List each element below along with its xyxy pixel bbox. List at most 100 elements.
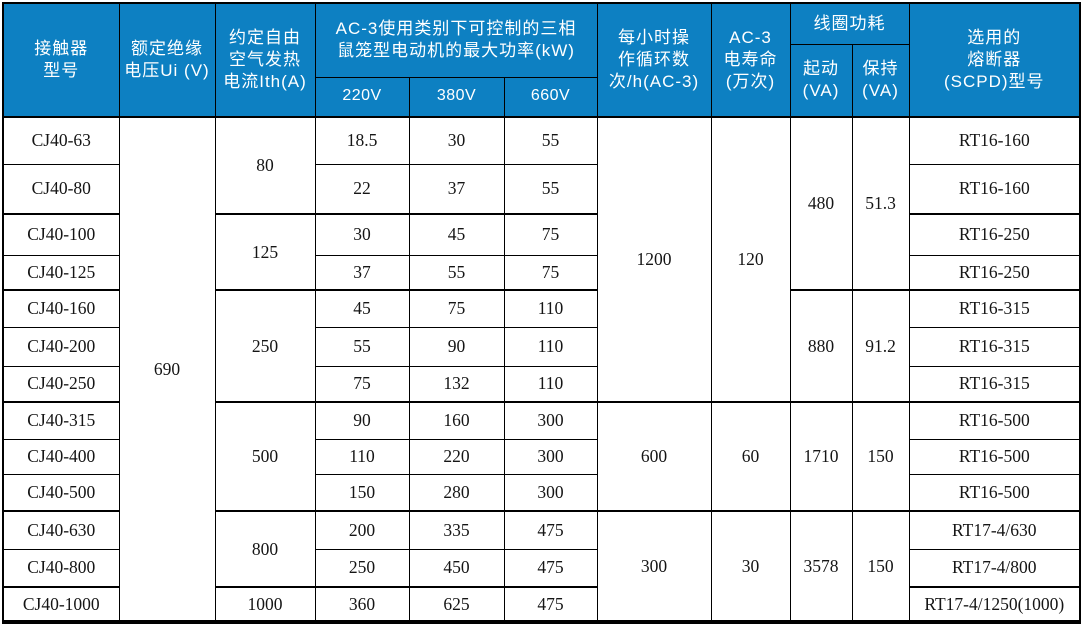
power-660-cell: 55 [503,116,598,165]
header-coil-group: 线圈功耗 [789,2,910,45]
power-220-cell: 37 [314,254,410,291]
power-380-cell: 37 [408,163,505,215]
model-cell: CJ40-125 [2,254,120,291]
header-fuse: 选用的 熔断器 (SCPD)型号 [908,2,1081,118]
power-220-cell: 150 [314,473,410,512]
model-cell: CJ40-630 [2,510,120,550]
power-380-cell: 90 [408,326,505,367]
power-380-cell: 625 [408,586,505,623]
coil-start-cell: 1710 [789,401,853,512]
model-cell: CJ40-100 [2,213,120,256]
power-660-cell: 475 [503,586,598,623]
power-220-cell: 55 [314,326,410,367]
fuse-cell: RT16-160 [908,116,1081,165]
model-cell: CJ40-1000 [2,586,120,623]
header-thermal-current: 约定自由 空气发热 电流Ith(A) [214,2,316,118]
fuse-cell: RT17-4/800 [908,548,1081,588]
fuse-cell: RT16-500 [908,473,1081,512]
coil-hold-cell: 150 [851,401,910,512]
fuse-cell: RT16-250 [908,254,1081,291]
power-380-cell: 450 [408,548,505,588]
coil-hold-cell: 51.3 [851,116,910,291]
header-cycles-per-hour: 每小时操 作循环数 次/h(AC-3) [596,2,712,118]
model-cell: CJ40-80 [2,163,120,215]
coil-hold-cell: 150 [851,510,910,623]
power-660-cell: 110 [503,289,598,328]
coil-start-cell: 3578 [789,510,853,623]
power-220-cell: 360 [314,586,410,623]
header-electrical-life: AC-3 电寿命 (万次) [710,2,791,118]
fuse-cell: RT16-315 [908,365,1081,403]
power-660-cell: 110 [503,365,598,403]
cycles-cell: 600 [596,401,712,512]
power-660-cell: 55 [503,163,598,215]
fuse-cell: RT16-160 [908,163,1081,215]
fuse-cell: RT17-4/630 [908,510,1081,550]
fuse-cell: RT16-500 [908,401,1081,440]
model-cell: CJ40-200 [2,326,120,367]
table-row: CJ40-63 690 80 18.5 30 55 1200 120 480 5… [2,116,1081,623]
power-380-cell: 160 [408,401,505,440]
model-cell: CJ40-250 [2,365,120,403]
table-row: CJ40-400 110 220 300 RT16-500 [2,438,1081,475]
header-220v: 220V [314,76,410,118]
cycles-cell: 300 [596,510,712,623]
table-body: CJ40-63 690 80 18.5 30 55 1200 120 480 5… [2,116,1081,623]
power-380-cell: 55 [408,254,505,291]
power-660-cell: 475 [503,548,598,588]
table-row: CJ40-100 125 30 45 75 RT16-250 [2,213,1081,291]
thermal-current-cell: 500 [214,401,316,512]
power-220-cell: 75 [314,365,410,403]
power-660-cell: 75 [503,254,598,291]
thermal-current-cell: 1000 [214,586,316,623]
thermal-current-cell: 125 [214,213,316,291]
power-220-cell: 200 [314,510,410,550]
fuse-cell: RT16-250 [908,213,1081,256]
life-cell: 60 [710,401,791,512]
power-220-cell: 45 [314,289,410,328]
power-220-cell: 18.5 [314,116,410,165]
model-cell: CJ40-500 [2,473,120,512]
fuse-cell: RT16-315 [908,326,1081,367]
power-220-cell: 90 [314,401,410,440]
header-model: 接触器 型号 [2,2,120,118]
table-row: CJ40-80 22 37 55 RT16-160 [2,163,1081,215]
insulation-voltage-cell: 690 [118,116,216,623]
power-220-cell: 110 [314,438,410,475]
power-380-cell: 45 [408,213,505,256]
coil-start-cell: 880 [789,289,853,403]
fuse-cell: RT16-315 [908,289,1081,328]
coil-start-cell: 480 [789,116,853,291]
coil-hold-cell: 91.2 [851,289,910,403]
table-row: CJ40-160 250 45 75 110 880 91.2 RT16-315 [2,289,1081,403]
table-header: 接触器 型号 额定绝缘 电压Ui (V) 约定自由 空气发热 电流Ith(A) … [2,2,1081,118]
table-row: CJ40-200 55 90 110 RT16-315 [2,326,1081,367]
header-kw-group: AC-3使用类别下可控制的三相 鼠笼型电动机的最大功率(kW) [314,2,598,78]
power-220-cell: 22 [314,163,410,215]
power-380-cell: 335 [408,510,505,550]
power-660-cell: 75 [503,213,598,256]
fuse-cell: RT16-500 [908,438,1081,475]
model-cell: CJ40-63 [2,116,120,165]
life-cell: 120 [710,116,791,403]
life-cell: 30 [710,510,791,623]
model-cell: CJ40-800 [2,548,120,588]
power-660-cell: 300 [503,438,598,475]
power-380-cell: 220 [408,438,505,475]
header-coil-hold: 保持 (VA) [851,43,910,118]
table-row: CJ40-315 500 90 160 300 600 60 1710 150 … [2,401,1081,512]
header-660v: 660V [503,76,598,118]
thermal-current-cell: 800 [214,510,316,588]
power-380-cell: 132 [408,365,505,403]
power-220-cell: 250 [314,548,410,588]
power-660-cell: 300 [503,401,598,440]
header-insulation-voltage: 额定绝缘 电压Ui (V) [118,2,216,118]
thermal-current-cell: 250 [214,289,316,403]
table-row: CJ40-250 75 132 110 RT16-315 [2,365,1081,403]
model-cell: CJ40-400 [2,438,120,475]
cycles-cell: 1200 [596,116,712,403]
model-cell: CJ40-160 [2,289,120,328]
power-380-cell: 75 [408,289,505,328]
power-380-cell: 30 [408,116,505,165]
